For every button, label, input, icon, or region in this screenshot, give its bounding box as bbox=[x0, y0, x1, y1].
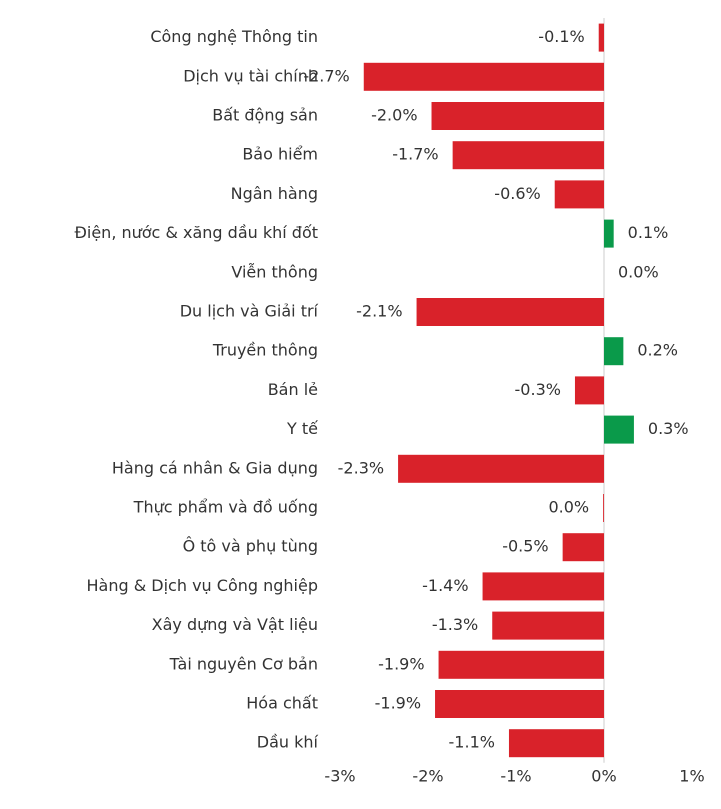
value-label: -1.4% bbox=[422, 576, 468, 595]
value-label: 0.0% bbox=[548, 498, 589, 517]
value-label: -2.7% bbox=[303, 66, 349, 85]
category-label: Viễn thông bbox=[231, 262, 318, 281]
value-label: 0.1% bbox=[628, 223, 669, 242]
value-label: -0.1% bbox=[538, 27, 584, 46]
value-label: -2.1% bbox=[356, 302, 402, 321]
bar bbox=[554, 180, 604, 209]
category-label: Du lịch và Giải trí bbox=[180, 302, 319, 321]
category-label: Xây dựng và Vật liệu bbox=[152, 615, 318, 634]
bar bbox=[598, 23, 604, 52]
category-label: Công nghệ Thông tin bbox=[150, 27, 318, 46]
bar bbox=[452, 141, 604, 170]
value-label: 0.3% bbox=[648, 419, 689, 438]
category-label: Thực phẩm và đồ uống bbox=[133, 498, 318, 517]
value-label: -1.3% bbox=[432, 615, 478, 634]
bar bbox=[604, 415, 634, 444]
bar bbox=[363, 62, 604, 91]
value-label: -1.7% bbox=[392, 145, 438, 164]
category-label: Bất động sản bbox=[212, 106, 318, 125]
bar bbox=[508, 729, 604, 758]
bar bbox=[438, 650, 604, 679]
bar bbox=[398, 454, 604, 483]
value-label: -1.1% bbox=[449, 733, 495, 752]
category-label: Bảo hiểm bbox=[242, 145, 318, 164]
bar bbox=[603, 494, 604, 522]
x-tick-label: 1% bbox=[679, 766, 704, 785]
bar bbox=[482, 572, 604, 601]
x-tick-label: -2% bbox=[412, 766, 443, 785]
value-label: -0.6% bbox=[494, 184, 540, 203]
value-label: 0.2% bbox=[637, 341, 678, 360]
category-label: Ô tô và phụ tùng bbox=[183, 537, 318, 556]
value-label: -0.3% bbox=[515, 380, 561, 399]
category-label: Hàng cá nhân & Gia dụng bbox=[112, 458, 318, 477]
category-label: Hàng & Dịch vụ Công nghiệp bbox=[87, 576, 319, 595]
bar bbox=[562, 533, 604, 562]
bar bbox=[604, 219, 614, 248]
category-label: Điện, nước & xăng dầu khí đốt bbox=[74, 223, 318, 242]
category-label: Truyền thông bbox=[212, 341, 318, 360]
bar bbox=[492, 611, 604, 640]
category-label: Dầu khí bbox=[257, 733, 319, 752]
bar bbox=[435, 690, 604, 718]
category-label: Bán lẻ bbox=[268, 380, 318, 399]
bar bbox=[604, 337, 624, 366]
value-label: -2.0% bbox=[371, 106, 417, 125]
bar bbox=[574, 376, 604, 405]
category-label: Hóa chất bbox=[246, 694, 318, 713]
x-tick-label: -3% bbox=[324, 766, 355, 785]
value-label: -1.9% bbox=[375, 694, 421, 713]
category-label: Dịch vụ tài chính bbox=[183, 66, 318, 85]
x-tick-label: -1% bbox=[500, 766, 531, 785]
x-tick-label: 0% bbox=[591, 766, 616, 785]
bar bbox=[416, 298, 604, 326]
category-label: Ngân hàng bbox=[231, 184, 318, 203]
value-label: 0.0% bbox=[618, 262, 659, 281]
value-label: -0.5% bbox=[502, 537, 548, 556]
category-label: Tài nguyên Cơ bản bbox=[169, 654, 318, 673]
bar bbox=[431, 102, 604, 130]
value-label: -1.9% bbox=[378, 654, 424, 673]
value-label: -2.3% bbox=[338, 458, 384, 477]
category-label: Y tế bbox=[286, 419, 318, 438]
